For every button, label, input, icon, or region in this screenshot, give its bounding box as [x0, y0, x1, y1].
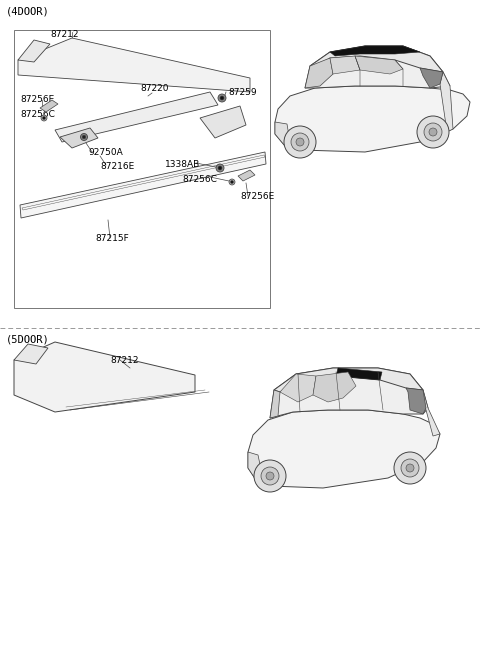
Polygon shape: [313, 372, 356, 402]
Text: 1338AB: 1338AB: [165, 160, 200, 169]
Circle shape: [417, 116, 449, 148]
Circle shape: [406, 464, 414, 472]
Circle shape: [284, 126, 316, 158]
Text: 87256E: 87256E: [20, 95, 54, 104]
Circle shape: [429, 128, 437, 136]
Polygon shape: [14, 344, 48, 364]
Circle shape: [266, 472, 274, 480]
Circle shape: [41, 115, 47, 121]
Text: 87256E: 87256E: [240, 192, 274, 201]
Text: 87212: 87212: [50, 30, 79, 39]
Polygon shape: [305, 46, 450, 88]
Circle shape: [230, 180, 233, 184]
Polygon shape: [18, 38, 250, 92]
Polygon shape: [355, 56, 403, 74]
Text: 87220: 87220: [140, 84, 168, 93]
Polygon shape: [336, 368, 382, 380]
Circle shape: [401, 459, 419, 477]
Polygon shape: [275, 122, 290, 146]
Circle shape: [216, 164, 224, 172]
Polygon shape: [18, 40, 50, 62]
Polygon shape: [20, 152, 266, 218]
Text: 87256C: 87256C: [182, 175, 217, 184]
Circle shape: [261, 467, 279, 485]
Polygon shape: [420, 68, 443, 88]
Polygon shape: [200, 106, 246, 138]
Circle shape: [43, 117, 46, 119]
Polygon shape: [270, 390, 280, 418]
Polygon shape: [280, 374, 316, 402]
Text: 87259: 87259: [228, 88, 257, 97]
Circle shape: [291, 133, 309, 151]
Polygon shape: [330, 56, 360, 74]
Text: 87216E: 87216E: [100, 162, 134, 171]
Circle shape: [296, 138, 304, 146]
Polygon shape: [305, 58, 333, 88]
Polygon shape: [55, 92, 218, 142]
Polygon shape: [406, 388, 426, 414]
Polygon shape: [14, 342, 195, 412]
Polygon shape: [330, 46, 420, 56]
Text: (5DOOR): (5DOOR): [6, 334, 50, 344]
Polygon shape: [248, 410, 440, 488]
Text: (4DOOR): (4DOOR): [6, 6, 50, 16]
Circle shape: [220, 96, 224, 100]
Text: 87212: 87212: [110, 356, 139, 365]
Text: 92750A: 92750A: [88, 148, 123, 157]
Polygon shape: [310, 46, 443, 72]
Polygon shape: [275, 86, 470, 152]
Polygon shape: [270, 368, 428, 418]
Circle shape: [254, 460, 286, 492]
Circle shape: [394, 452, 426, 484]
Polygon shape: [274, 368, 423, 392]
Polygon shape: [40, 100, 58, 112]
Polygon shape: [420, 390, 440, 436]
Circle shape: [81, 134, 87, 140]
Bar: [14, 30, 270, 308]
Polygon shape: [440, 72, 453, 132]
Polygon shape: [238, 170, 255, 181]
Polygon shape: [248, 452, 262, 480]
Circle shape: [424, 123, 442, 141]
Polygon shape: [60, 128, 98, 148]
Text: 87215F: 87215F: [95, 234, 129, 243]
Circle shape: [218, 94, 226, 102]
Text: 87256C: 87256C: [20, 110, 55, 119]
Circle shape: [82, 135, 86, 139]
Circle shape: [229, 179, 235, 185]
Circle shape: [218, 166, 222, 170]
